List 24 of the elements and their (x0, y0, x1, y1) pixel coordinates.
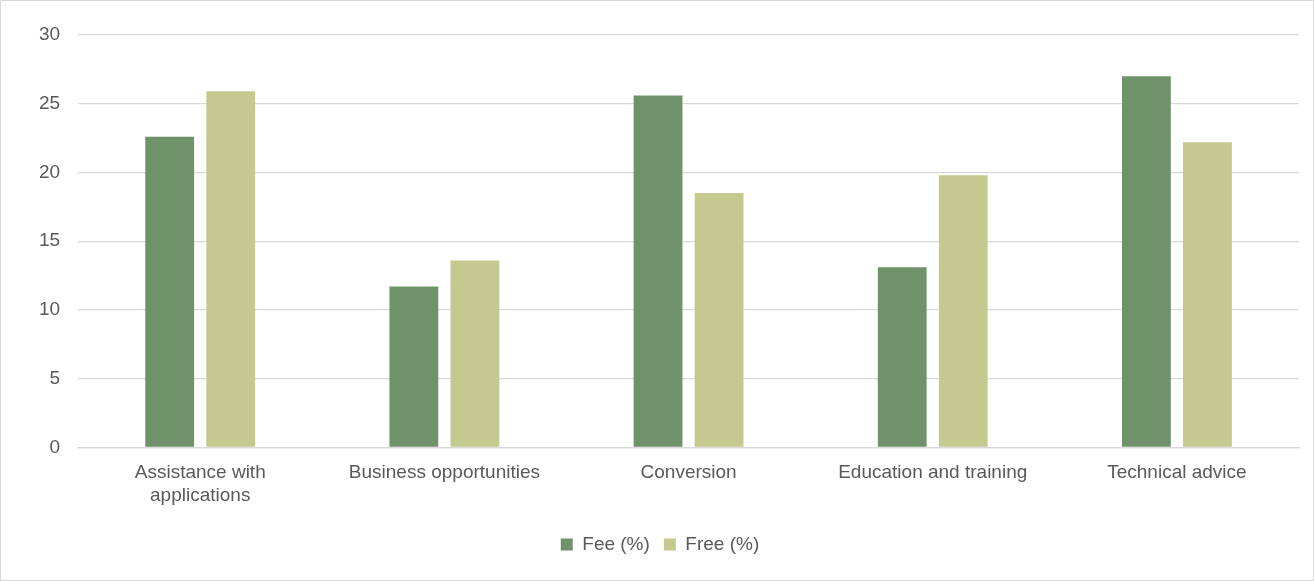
x-tick-label: Business opportunities (348, 461, 540, 483)
bar (694, 193, 744, 447)
bar (1121, 76, 1171, 447)
y-tick-label: 10 (38, 298, 61, 320)
bar (145, 136, 195, 447)
y-tick-label: 30 (38, 23, 61, 45)
bar (389, 286, 439, 447)
y-tick-label: 0 (49, 435, 61, 457)
x-tick-label: Technical advice (1107, 461, 1247, 483)
bar (206, 91, 256, 447)
bar (938, 175, 988, 447)
bar (1183, 142, 1232, 447)
x-tick-label: Education and training (838, 461, 1028, 483)
y-tick-label: 15 (38, 229, 61, 251)
x-tick-label: Conversion (640, 461, 737, 483)
y-tick-label: 20 (38, 160, 61, 182)
y-tick-label: 25 (38, 91, 61, 113)
bar (450, 260, 500, 447)
bar (877, 267, 927, 447)
legend-label: Free (%) (685, 532, 760, 554)
x-tick-label: Assistance with applications (134, 461, 266, 505)
bar (633, 95, 683, 447)
legend-label: Fee (%) (582, 532, 650, 554)
y-tick-label: 5 (49, 366, 61, 388)
